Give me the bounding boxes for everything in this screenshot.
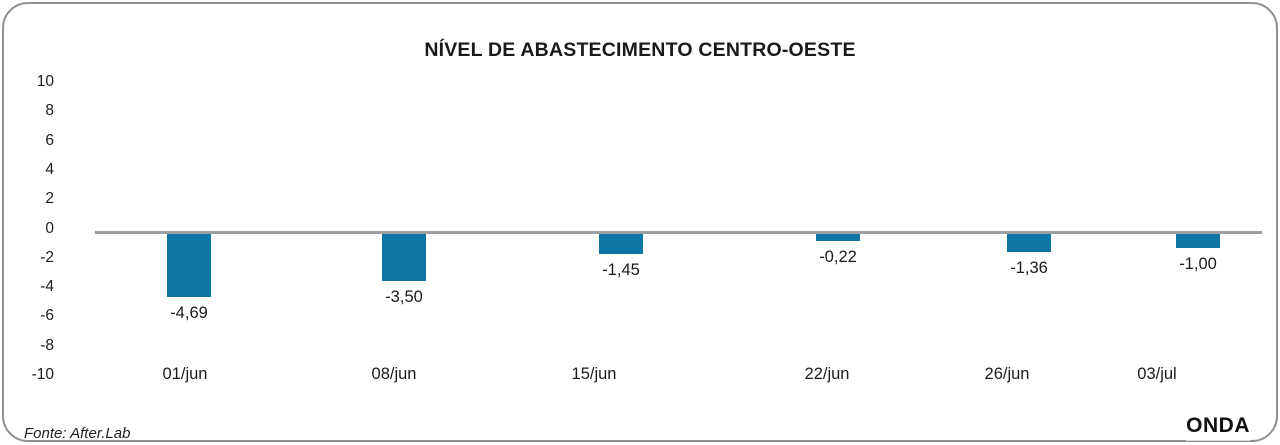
y-tick-label: 8 [45, 102, 54, 120]
bar-value-label: -1,36 [1010, 259, 1048, 277]
y-tick-label: 10 [36, 73, 54, 90]
source-note: Fonte: After.Lab [24, 425, 131, 442]
bar-value-label: -1,00 [1179, 255, 1217, 273]
bar-15/jun [599, 234, 643, 254]
x-axis-label: 08/jun [371, 365, 417, 383]
bar-value-label: -1,45 [602, 261, 640, 279]
bar-08/jun [382, 234, 426, 281]
y-tick-label: 0 [45, 219, 54, 237]
y-tick-label: 2 [45, 190, 54, 208]
bar-22/jun [816, 234, 860, 241]
y-tick-label: -8 [40, 336, 54, 354]
chart-title: NÍVEL DE ABASTECIMENTO CENTRO-OESTE [424, 39, 856, 61]
bar-value-label: -0,22 [819, 248, 857, 266]
x-axis-label: 03/jul [1137, 365, 1177, 383]
y-tick-label: -2 [40, 248, 54, 266]
zero-axis-line [95, 231, 1262, 234]
y-axis: 10 8 6 4 2 0 -2 -4 -6 -8 -10 [4, 4, 54, 440]
y-tick-label: -6 [40, 307, 54, 325]
x-axis-label: 26/jun [984, 365, 1030, 383]
bar-value-label: -3,50 [385, 288, 423, 306]
x-axis-label: 22/jun [804, 365, 850, 383]
bar-26/jun [1007, 234, 1051, 252]
bar-value-label: -4,69 [170, 304, 208, 322]
y-tick-label: -10 [31, 366, 54, 383]
y-tick-label: 4 [45, 160, 54, 178]
y-tick-label: -4 [40, 278, 54, 296]
x-axis-label: 15/jun [571, 365, 617, 383]
brand-logo: ONDA [1186, 414, 1250, 441]
y-tick-label: 6 [45, 131, 54, 149]
bar-03/jul [1176, 234, 1220, 248]
x-axis-label: 01/jun [162, 365, 208, 383]
bar-01/jun [167, 234, 211, 297]
